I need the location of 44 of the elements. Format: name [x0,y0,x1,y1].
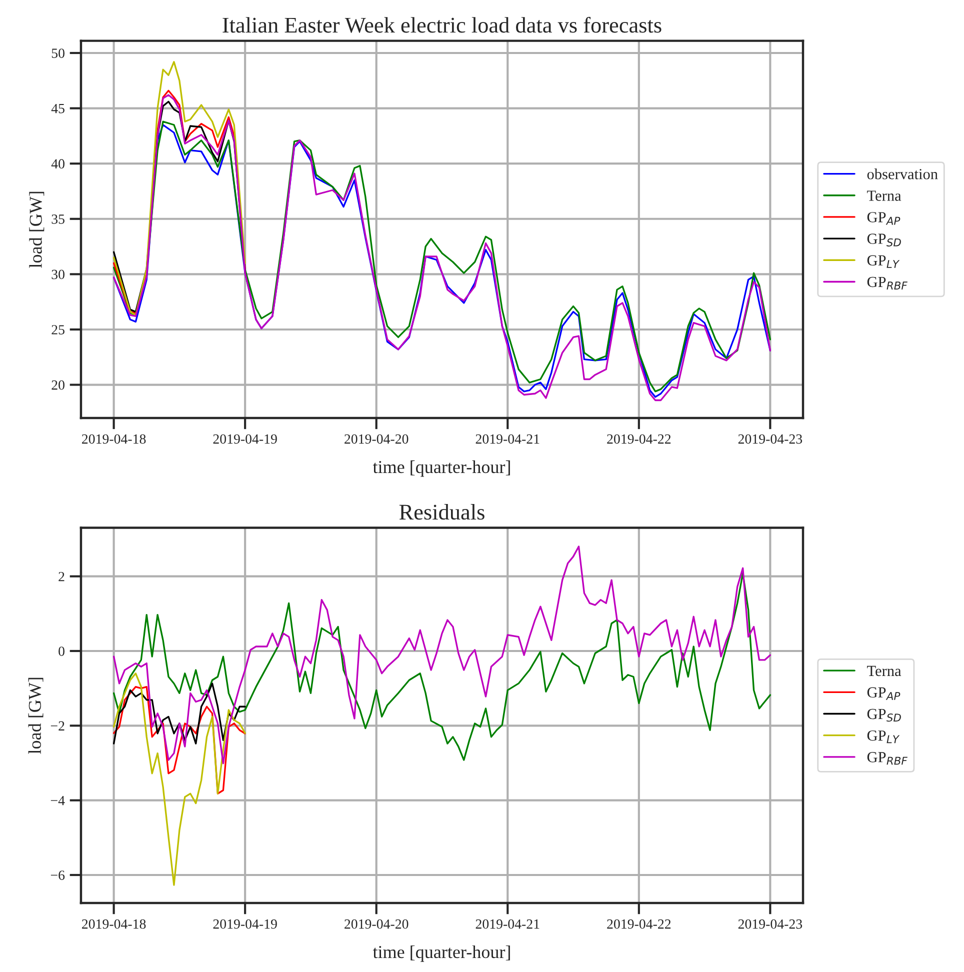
y-tick-label: 2 [58,572,64,582]
y-tick-label: 35 [52,214,64,224]
legend-label: GP$_{RBF}$ [867,752,908,765]
x-tick-label: 2019-04-20 [344,919,408,929]
x-tick-label: 2019-04-18 [82,434,146,444]
chart-title: Italian Easter Week electric load data vs forecasts [222,16,662,33]
x-tick-label: 2019-04-20 [344,434,408,444]
y-axis-title: load [GW] [29,192,44,268]
line-series [112,672,246,886]
legend-label: GP$_{AP}$ [867,212,900,225]
y-tick-label: 50 [52,48,64,58]
y-tick-label: −4 [50,796,65,806]
x-tick-label: 2019-04-21 [476,434,540,444]
x-tick-label: 2019-04-21 [476,919,540,929]
x-axis-title: time [quarter-hour] [372,460,510,477]
legend-label: Terna [867,190,902,201]
x-tick-label: 2019-04-18 [82,919,146,929]
legend-label: GP$_{LY}$ [867,730,900,744]
legend-label: observation [867,168,938,180]
legend-label: GP$_{RBF}$ [867,276,908,290]
legend-label: GP$_{SD}$ [867,234,901,246]
y-axis-title: load [GW] [28,678,44,754]
y-tick-label: 0 [58,646,64,656]
y-tick-label: 40 [51,159,64,169]
x-tick-label: 2019-04-19 [213,919,277,929]
legend-label: GP$_{SD}$ [867,708,901,722]
y-tick-label: 25 [52,325,64,334]
legend-label: Terna [867,666,902,676]
y-tick-label: −2 [50,721,64,730]
y-tick-label: −6 [50,870,65,880]
x-tick-label: 2019-04-22 [607,434,671,444]
legend-label: GP$_{LY}$ [867,255,900,268]
legend-label: GP$_{AP}$ [867,687,900,700]
x-axis-title: time [quarter-hour] [372,945,510,962]
y-tick-label: 30 [52,270,64,280]
y-tick-label: 20 [52,380,64,390]
line-series [112,682,246,744]
chart-title: Residuals [399,504,484,520]
x-tick-label: 2019-04-22 [607,919,671,929]
x-tick-label: 2019-04-23 [738,919,802,929]
y-tick-label: 45 [51,104,64,114]
x-tick-label: 2019-04-19 [213,434,277,444]
x-tick-label: 2019-04-23 [738,434,802,444]
line-series [112,686,246,794]
